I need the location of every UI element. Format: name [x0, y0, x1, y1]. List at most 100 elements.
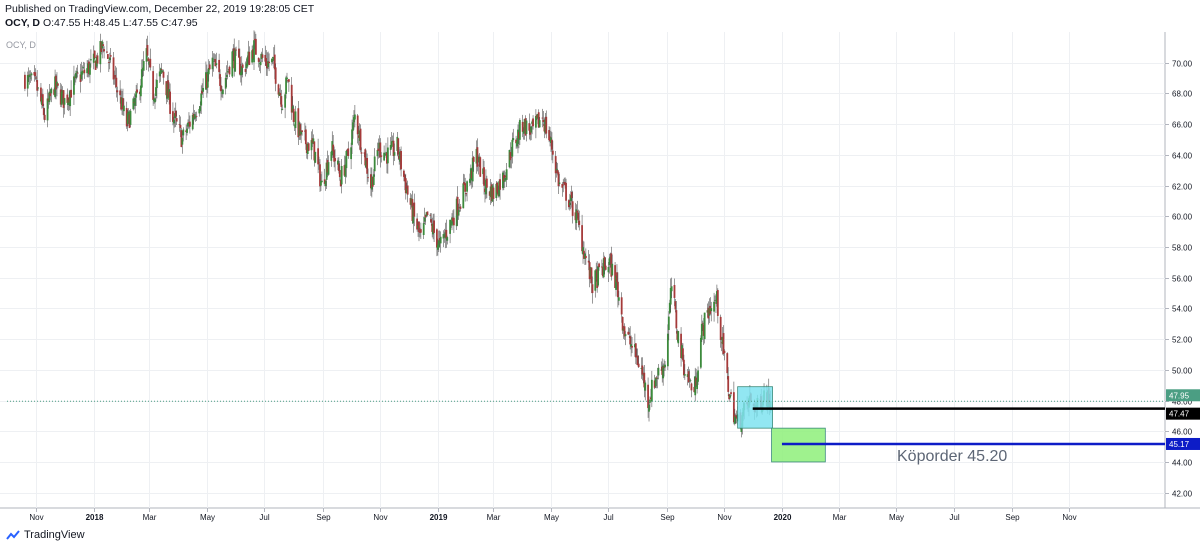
candle-body [700, 323, 703, 340]
candle-body [446, 237, 449, 241]
candle-body [113, 77, 116, 79]
candle [268, 53, 270, 72]
candle [167, 71, 170, 98]
candle [330, 150, 333, 167]
candle [425, 212, 428, 218]
candle [400, 146, 402, 177]
candle-body [545, 116, 548, 134]
candle [393, 143, 396, 161]
candle [435, 228, 438, 257]
candle-body [558, 182, 561, 184]
y-tick-label: 56.00 [1172, 275, 1193, 284]
candle-body [211, 57, 214, 70]
candle [298, 120, 301, 140]
candle [232, 44, 235, 62]
candle-body [610, 253, 613, 277]
candle-body [343, 165, 346, 176]
candle-body [707, 307, 710, 319]
candle-body [331, 141, 334, 156]
candle-body [109, 55, 112, 57]
candle-body [306, 143, 309, 154]
candle-body [135, 91, 138, 98]
candle-body [722, 333, 725, 355]
candle [333, 146, 336, 168]
candle-body [139, 91, 141, 95]
candle-body [389, 144, 392, 150]
candle [208, 61, 211, 70]
candle-body [139, 85, 142, 97]
candle [280, 89, 283, 114]
candle [254, 31, 256, 50]
candle [37, 87, 40, 91]
candle-body [128, 114, 131, 128]
candle [95, 54, 98, 68]
candle-body [325, 162, 328, 180]
candle-body [182, 129, 185, 136]
candle-body [523, 119, 526, 132]
candle-body [126, 113, 129, 124]
candle [719, 314, 722, 348]
candle-body [207, 67, 210, 75]
candle [595, 262, 598, 282]
candle [590, 267, 593, 294]
candle-body [305, 143, 308, 154]
candle [352, 114, 354, 139]
candle-body [491, 185, 494, 202]
candle [180, 128, 183, 148]
candle-body [213, 59, 216, 61]
candle [207, 59, 210, 82]
candle [257, 57, 260, 68]
candle-body [444, 232, 447, 238]
candle-body [534, 116, 537, 128]
candle [728, 393, 731, 402]
candle [567, 199, 570, 210]
candle-body [608, 258, 611, 265]
candle-body [215, 63, 218, 66]
candle [377, 138, 380, 159]
candle-body [205, 73, 208, 88]
candle [455, 196, 458, 231]
candle-body [694, 376, 697, 396]
candle [30, 72, 33, 81]
candle-body [668, 302, 671, 314]
price-label-bg [1166, 437, 1200, 450]
candle-body [290, 84, 293, 113]
candle-body [359, 128, 362, 151]
candle [186, 123, 188, 136]
candle [287, 78, 290, 92]
candle-body [576, 210, 579, 213]
candle-body [432, 223, 435, 235]
candle-body [175, 118, 178, 122]
candle [558, 174, 561, 187]
candle [391, 135, 394, 143]
candle [41, 88, 44, 108]
candle [160, 63, 163, 74]
candle-body [347, 148, 350, 156]
candle-body [373, 156, 376, 172]
candle-body [716, 290, 719, 316]
candle-body [693, 386, 696, 393]
candle-body [531, 121, 534, 124]
candle [666, 324, 669, 371]
candle-body [643, 372, 646, 388]
candle [101, 39, 104, 59]
y-tick-label: 54.00 [1172, 305, 1193, 314]
candle-body [391, 140, 394, 142]
candle-body [656, 378, 659, 379]
candle [56, 72, 58, 97]
candle [331, 131, 334, 158]
candle [633, 333, 636, 357]
candle [466, 180, 468, 202]
candle-body [642, 374, 645, 376]
candle-body [172, 119, 175, 124]
candle-body [525, 120, 528, 134]
candle [35, 75, 38, 82]
candle-body [567, 200, 570, 208]
candle [404, 173, 407, 200]
candle-body [272, 57, 275, 61]
candle [674, 298, 677, 313]
candle-body [80, 71, 83, 80]
candle [396, 131, 399, 157]
x-tick-label: May [889, 513, 904, 522]
